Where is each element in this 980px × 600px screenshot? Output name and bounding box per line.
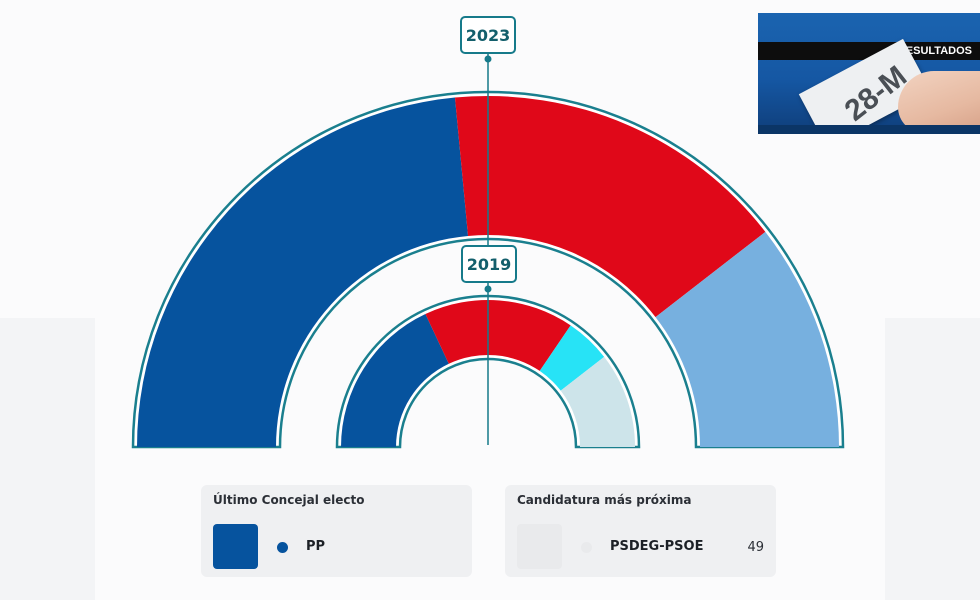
year-tag-2019[interactable]: 2019 [461,245,517,283]
ballot-box-slot [758,125,980,134]
banner-title: RESULTADOS [897,45,972,57]
last-elected-title: Último Concejal electo [213,493,365,507]
hand-image [898,71,980,133]
left-side-panel [0,318,95,600]
ring-2019 [335,294,641,449]
closest-candidacy-card: Candidatura más próxima PSDEG-PSOE 49 [505,485,776,577]
party-dot-icon [581,542,592,553]
year-tag-2023[interactable]: 2023 [460,16,516,54]
party-color-square [213,524,258,569]
marker-dot-2023 [484,55,492,63]
seat-segment-2019-2[interactable] [425,299,571,371]
right-side-panel [885,318,980,600]
last-elected-party: PP [306,539,326,554]
closest-candidacy-title: Candidatura más próxima [517,493,692,507]
party-color-square [517,524,562,569]
seat-segment-2023-2[interactable] [454,96,766,318]
seat-segment-2023-3[interactable] [655,231,839,447]
closest-candidacy-party: PSDEG-PSOE [610,539,704,554]
banner-stripe [758,42,980,60]
seat-segment-2019-4[interactable] [560,356,635,447]
party-dot-icon [277,542,288,553]
last-elected-card: Último Concejal electo PP [201,485,472,577]
seat-segment-2023-1[interactable] [137,97,469,448]
marker-dot-2019 [484,285,492,293]
closest-candidacy-votes: 49 [747,540,764,555]
seat-segment-2019-1[interactable] [341,313,449,447]
seat-segment-2019-3[interactable] [539,325,605,391]
ring-2023 [131,90,845,449]
results-banner[interactable]: RESULTADOS 28-M [758,13,980,134]
